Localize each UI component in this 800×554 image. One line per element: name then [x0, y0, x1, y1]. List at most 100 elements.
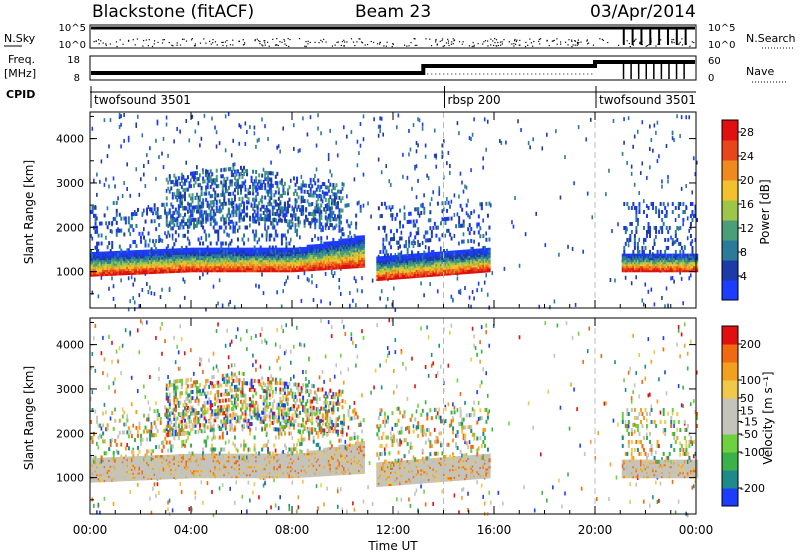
- power-cell: [441, 259, 444, 262]
- power-cell: [352, 241, 355, 245]
- power-cell: [347, 250, 350, 253]
- power-cell: [202, 261, 205, 265]
- power-cell: [330, 189, 333, 194]
- power-cell: [276, 249, 279, 253]
- power-cell: [258, 267, 261, 271]
- power-cell: [196, 170, 199, 175]
- power-cell: [347, 258, 350, 261]
- power-cell: [264, 208, 267, 213]
- power-cell: [358, 265, 361, 269]
- power-cell: [393, 271, 396, 274]
- power-cell: [135, 211, 138, 216]
- power-cell: [271, 225, 274, 230]
- power-cell: [232, 249, 235, 253]
- power-cell: [444, 263, 447, 266]
- power-cell: [243, 215, 246, 220]
- power-cell: [215, 267, 218, 271]
- nave-bar: [668, 63, 670, 79]
- power-cell: [397, 262, 400, 266]
- power-cell: [132, 258, 135, 261]
- power-cell: [126, 272, 129, 276]
- power-cell: [174, 258, 178, 261]
- nave-label: Nave: [746, 65, 774, 78]
- power-cell: [306, 246, 309, 250]
- power-cell: [159, 214, 162, 219]
- power-cell: [239, 255, 243, 259]
- power-cell: [191, 205, 194, 210]
- power-cell: [244, 169, 247, 174]
- power-cell: [173, 242, 176, 247]
- nsky-point: [511, 43, 513, 45]
- power-cell: [118, 256, 121, 260]
- power-cell: [314, 244, 317, 247]
- power-cell: [139, 259, 143, 263]
- power-cell: [385, 271, 388, 275]
- power-cell: [243, 263, 246, 267]
- power-cell: [174, 256, 178, 259]
- power-cell: [238, 265, 241, 269]
- power-cell: [353, 237, 356, 241]
- power-cell: [93, 178, 95, 183]
- power-cell: [399, 266, 402, 270]
- power-cell: [255, 188, 258, 193]
- power-cell: [200, 185, 203, 190]
- power-cell: [94, 229, 97, 234]
- power-cell: [389, 269, 393, 272]
- power-cell: [442, 267, 446, 270]
- power-cell: [418, 265, 421, 268]
- power-cell: [233, 169, 236, 174]
- power-cell: [138, 257, 141, 261]
- power-cell: [196, 263, 199, 267]
- power-cell: [94, 221, 97, 226]
- power-cell: [203, 255, 206, 259]
- power-cell: [435, 255, 438, 259]
- power-cell: [239, 215, 242, 220]
- power-cell: [302, 269, 305, 272]
- power-cell: [244, 267, 247, 271]
- power-cell: [180, 264, 184, 267]
- nsky-point: [336, 41, 338, 43]
- power-cell: [436, 269, 440, 273]
- power-cell: [330, 263, 334, 266]
- power-cell: [220, 249, 223, 253]
- power-cell: [314, 212, 317, 217]
- power-cell: [91, 272, 94, 275]
- power-cell: [441, 201, 444, 206]
- power-cell: [333, 265, 337, 268]
- power-cell: [249, 261, 252, 265]
- power-cell: [226, 176, 229, 181]
- power-cell: [335, 262, 338, 266]
- power-cell: [215, 193, 218, 198]
- power-cell: [305, 264, 308, 268]
- power-cell: [412, 275, 415, 279]
- power-cell: [403, 262, 406, 265]
- power-cell: [112, 252, 115, 257]
- power-cell: [329, 265, 332, 268]
- power-cell: [126, 162, 128, 167]
- power-cell: [359, 249, 362, 253]
- power-cell: [389, 271, 393, 274]
- power-cell: [276, 181, 279, 186]
- power-cell: [239, 190, 242, 195]
- power-cell: [221, 241, 224, 246]
- power-cell: [317, 203, 320, 208]
- power-cell: [399, 270, 402, 274]
- power-cell: [402, 276, 405, 280]
- power-cell: [326, 267, 329, 271]
- power-cell: [199, 195, 202, 200]
- power-cell: [270, 249, 273, 254]
- power-cell: [370, 214, 372, 219]
- power-cell: [180, 258, 184, 261]
- power-cell: [209, 217, 212, 222]
- nsky-point: [530, 42, 533, 44]
- power-cell: [377, 274, 381, 277]
- power-cell: [436, 273, 440, 277]
- power-cell: [214, 263, 217, 267]
- power-cell: [208, 263, 211, 267]
- power-cell: [424, 258, 428, 262]
- power-cell: [353, 243, 356, 247]
- power-cell: [380, 260, 384, 263]
- power-cell: [203, 257, 206, 261]
- power-cell: [162, 258, 165, 262]
- power-cell: [211, 261, 214, 265]
